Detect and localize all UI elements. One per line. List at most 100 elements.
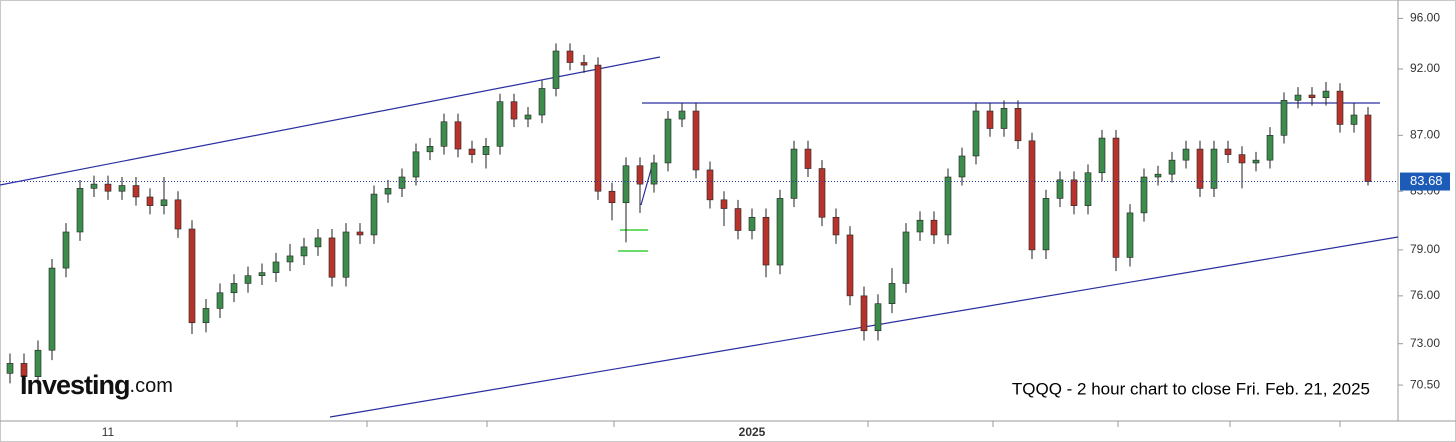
last-price-label: 83.68 [1410, 173, 1443, 188]
candle-body [860, 295, 868, 332]
candle-body [594, 64, 602, 192]
candle-body [538, 88, 546, 116]
candle-body [1140, 176, 1148, 214]
candle-body [1154, 173, 1162, 178]
candle-body [1126, 212, 1134, 258]
candle-body [1350, 114, 1358, 125]
y-tick-label: 92.00 [1410, 61, 1440, 75]
candle-body [622, 165, 630, 204]
candle-body [160, 199, 168, 206]
candle-body [174, 199, 182, 230]
candle-body [188, 228, 196, 324]
candle-body [1266, 135, 1274, 161]
candle-body [608, 190, 616, 204]
candle-body [762, 216, 770, 266]
candle-body [272, 261, 280, 273]
candle-body [1028, 140, 1036, 251]
candle-body [734, 208, 742, 231]
candle-body [468, 148, 476, 155]
candle-body [1042, 198, 1050, 251]
y-tick-label: 79.00 [1410, 242, 1440, 256]
candle-body [90, 183, 98, 189]
candle-body [552, 50, 560, 89]
logo-suffix: .com [130, 375, 173, 397]
candle-body [916, 219, 924, 233]
candle-body [132, 185, 140, 198]
y-tick-label: 76.00 [1410, 288, 1440, 302]
candle-body [1210, 148, 1218, 189]
last-price-box [1400, 172, 1450, 191]
candle-body [650, 162, 658, 185]
y-tick-label: 96.00 [1410, 11, 1440, 25]
candle-body [1364, 114, 1372, 182]
candle-body [314, 237, 322, 248]
candle-body [48, 267, 56, 351]
candle-body [118, 185, 126, 192]
candle-body [790, 148, 798, 199]
candle-body [566, 50, 574, 63]
candle-body [258, 272, 266, 277]
candle-body [1182, 148, 1190, 161]
x-tick-label: 2025 [739, 425, 766, 439]
candle-body [1322, 90, 1330, 99]
candle-body [720, 199, 728, 209]
x-tick-label: 11 [102, 425, 115, 439]
candle-body [426, 145, 434, 153]
candle-body [902, 231, 910, 284]
candle-body [888, 283, 896, 305]
candle-body [412, 151, 420, 178]
logo: Investing.com [20, 370, 173, 400]
candle-body [776, 198, 784, 266]
candle-body [62, 231, 70, 269]
candle-body [1000, 108, 1008, 129]
candle-body [510, 101, 518, 120]
candle-body [76, 188, 84, 233]
candle-body [202, 308, 210, 324]
logo-name: Investing [20, 370, 130, 400]
candle-body [370, 193, 378, 236]
candle-body [874, 303, 882, 332]
candle-body [286, 255, 294, 263]
candle-body [356, 231, 364, 236]
candle-body [986, 110, 994, 129]
candle-body [972, 110, 980, 157]
candle-body [20, 363, 28, 377]
candle-body [1252, 159, 1260, 164]
candle-body [1112, 137, 1120, 258]
candle-body [384, 188, 392, 195]
candle-body [104, 183, 112, 192]
y-tick-label: 70.50 [1410, 377, 1440, 391]
candle-body [1294, 94, 1302, 101]
candle-body [846, 234, 854, 297]
candle-body [1014, 108, 1022, 142]
candles [6, 43, 1372, 387]
candle-body [1336, 90, 1344, 125]
marker-lines [618, 229, 648, 252]
candle-body [1224, 148, 1232, 155]
x-tick-marks [236, 421, 1341, 427]
candle-body [1098, 137, 1106, 174]
candle-body [944, 176, 952, 236]
candle-body [6, 363, 14, 374]
candle-body [930, 219, 938, 236]
candle-body [636, 165, 644, 185]
candle-body [300, 246, 308, 257]
candle-body [328, 237, 336, 278]
candle-body [804, 148, 812, 169]
candle-body [1168, 159, 1176, 175]
candle-body [496, 101, 504, 147]
candle-body [678, 110, 686, 120]
candle-body [34, 349, 42, 377]
candle-body [1070, 179, 1078, 206]
candle-body [454, 121, 462, 150]
y-tick-label: 87.00 [1410, 127, 1440, 141]
candle-body [342, 231, 350, 278]
candle-body [524, 114, 532, 120]
candle-body [580, 62, 588, 66]
candle-body [244, 275, 252, 284]
candle-body [230, 283, 238, 294]
y-tick-label: 73.00 [1410, 336, 1440, 350]
candle-body [706, 169, 714, 201]
